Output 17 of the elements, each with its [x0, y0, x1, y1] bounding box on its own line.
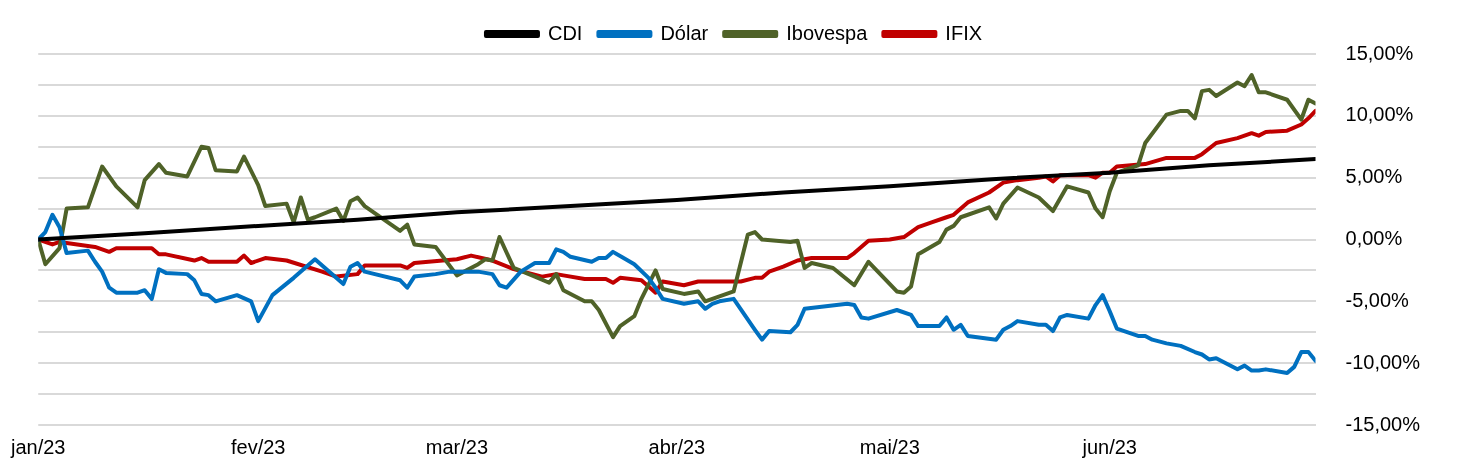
y-tick-label: 10,00%	[1345, 103, 1414, 126]
x-tick-label: jun/23	[1081, 435, 1137, 458]
x-tick-label: fev/23	[230, 435, 286, 458]
y-tick-label: -15,00%	[1345, 412, 1421, 435]
legend-label: CDI	[547, 21, 583, 44]
x-tick-label: jan/23	[10, 435, 66, 458]
x-tick-label: mar/23	[425, 435, 489, 458]
legend-label: IFIX	[945, 21, 983, 44]
y-tick-label: 5,00%	[1345, 165, 1403, 188]
y-tick-label: 15,00%	[1345, 41, 1414, 64]
y-tick-label: -10,00%	[1345, 350, 1421, 373]
legend-label: Ibovespa	[786, 21, 869, 44]
x-tick-label: abr/23	[648, 435, 706, 458]
y-tick-label: -5,00%	[1345, 288, 1410, 311]
y-tick-label: 0,00%	[1345, 227, 1403, 250]
x-tick-label: mai/23	[859, 435, 920, 458]
legend-label: Dólar	[660, 21, 709, 44]
